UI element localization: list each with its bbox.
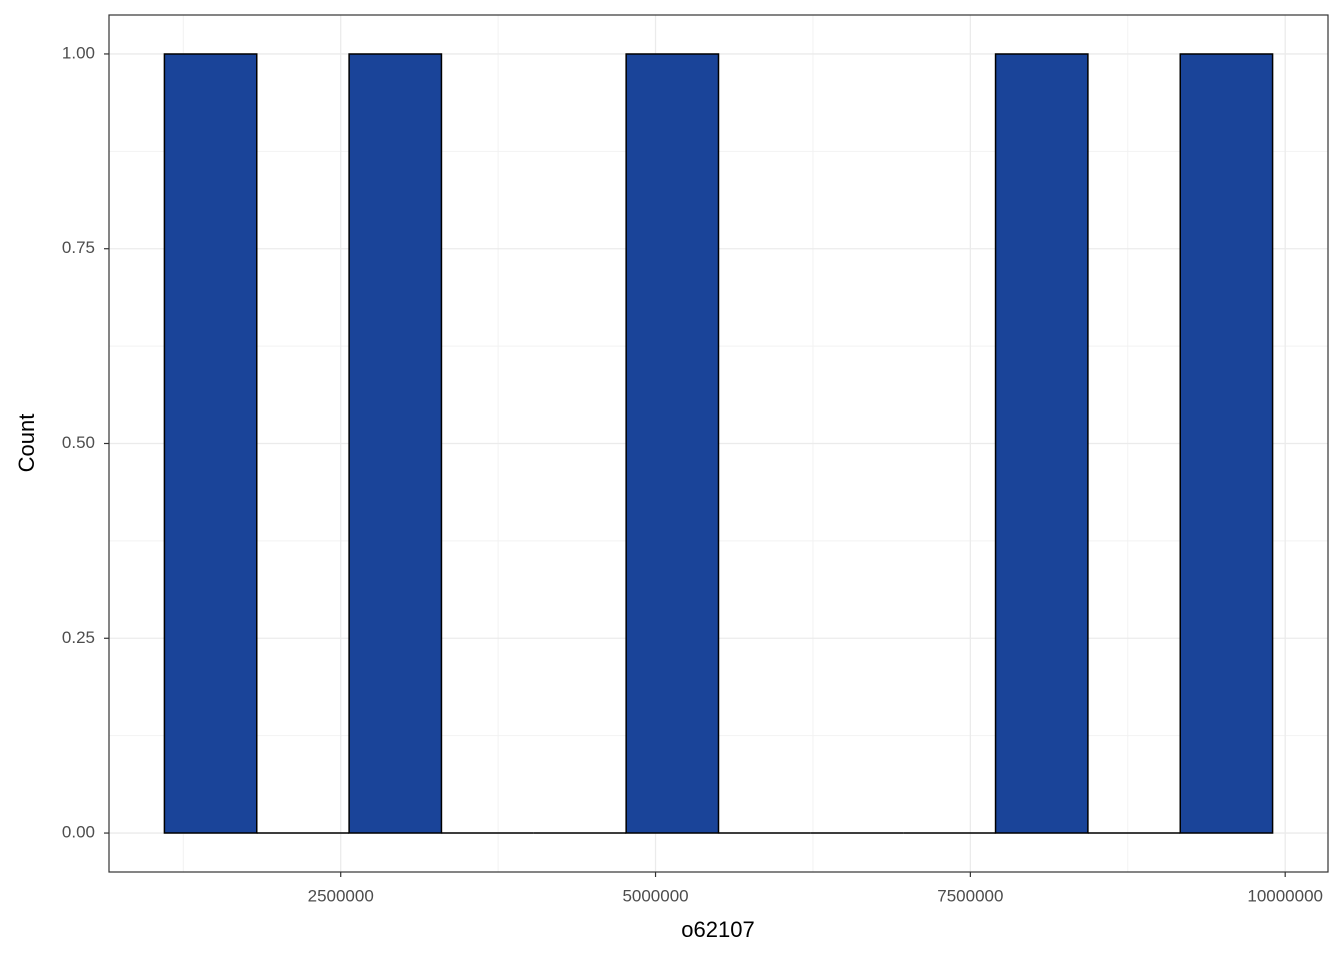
axes: 2500000 5000000 7500000 10000000 0.00 0.25 0.5… <box>62 43 1323 905</box>
y-tick-label: 1.00 <box>62 43 95 62</box>
bar <box>348 53 443 834</box>
x-tick-label: 5000000 <box>622 886 688 905</box>
bar <box>994 53 1089 834</box>
y-tick-label: 0.50 <box>62 433 95 452</box>
y-tick-label: 0.25 <box>62 628 95 647</box>
y-axis-title: Count <box>14 414 39 473</box>
bar <box>625 53 720 834</box>
x-tick-label: 2500000 <box>308 886 374 905</box>
bar <box>1179 53 1274 834</box>
x-tick-label: 7500000 <box>937 886 1003 905</box>
y-tick-label: 0.00 <box>62 823 95 842</box>
x-tick-label: 10000000 <box>1247 886 1323 905</box>
bars <box>163 53 1274 834</box>
x-axis-title: o62107 <box>681 917 754 942</box>
y-tick-label: 0.75 <box>62 238 95 257</box>
bar <box>163 53 258 834</box>
